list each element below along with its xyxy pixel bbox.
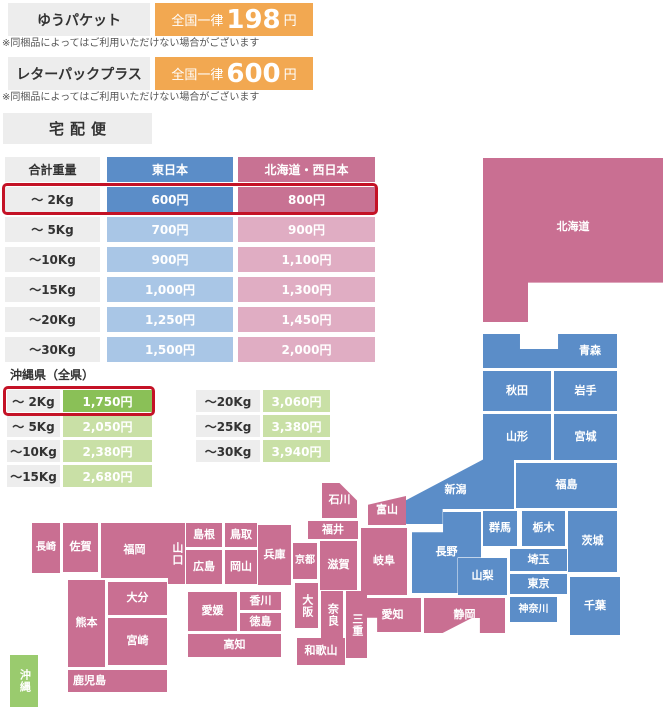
pref-gifu: 岐阜 — [361, 528, 407, 595]
okinawa-row-price: 2,380円 — [63, 440, 152, 462]
pref-akita: 秋田 — [483, 371, 551, 411]
pref-hyogo: 兵庫 — [258, 525, 291, 585]
pref-yamanashi: 山梨 — [458, 558, 507, 595]
pref-fukushima: 福島 — [516, 463, 617, 508]
pref-chiba: 千葉 — [570, 577, 620, 635]
letterpack-note: ※同梱品によってはご利用いただけない場合がございます — [2, 92, 260, 103]
pref-hiroshima: 広島 — [186, 550, 222, 584]
pref-mie: 三重 — [346, 591, 367, 658]
okinawa-row-weight: ～30Kg — [196, 440, 260, 462]
pref-saitama: 埼玉 — [510, 549, 567, 571]
courier-row-east: 1,000円 — [107, 277, 233, 302]
pref-kagoshima: 鹿児島 — [68, 670, 167, 692]
letterpack-rate-prefix: 全国一律 — [171, 68, 224, 83]
yupacket-rate-unit: 円 — [283, 14, 297, 29]
courier-row-west: 2,000円 — [238, 337, 375, 362]
courier-title: 宅配便 — [3, 113, 152, 144]
pref-toyama: 富山 — [368, 496, 406, 525]
pref-yamaguchi: 山口 — [168, 523, 185, 584]
pref-tokushima: 徳島 — [240, 613, 281, 631]
pref-fukuoka: 福岡 — [101, 523, 168, 578]
pref-aichi: 愛知 — [364, 598, 421, 632]
courier-row-east: 900円 — [107, 247, 233, 272]
pref-hokkaido: 北海道 — [483, 158, 663, 322]
okinawa-row-weight: ～ 2Kg — [7, 390, 60, 412]
courier-header-weight: 合計重量 — [5, 157, 100, 182]
pref-gunma: 群馬 — [483, 511, 517, 546]
courier-row-west: 1,450円 — [238, 307, 375, 332]
pref-okinawa: 沖縄 — [10, 655, 38, 707]
pref-fukui: 福井 — [308, 521, 358, 539]
okinawa-row-weight: ～25Kg — [196, 415, 260, 437]
yupacket-rate-badge: 全国一律 198 円 — [155, 3, 313, 36]
yupacket-rate-prefix: 全国一律 — [171, 14, 224, 29]
pref-kagawa: 香川 — [240, 592, 281, 610]
courier-row-east: 700円 — [107, 217, 233, 242]
pref-wakayama: 和歌山 — [297, 638, 345, 665]
pref-miyagi: 宮城 — [554, 414, 617, 460]
pref-oita: 大分 — [108, 582, 167, 615]
okinawa-row-price: 3,380円 — [263, 415, 330, 437]
pref-iwate: 岩手 — [554, 371, 617, 411]
pref-okayama: 岡山 — [225, 550, 257, 584]
okinawa-row-price: 2,050円 — [63, 415, 152, 437]
courier-row-east: 600円 — [107, 187, 233, 212]
pref-tottori: 鳥取 — [225, 523, 257, 547]
courier-row-west: 1,300円 — [238, 277, 375, 302]
courier-header-east: 東日本 — [107, 157, 233, 182]
okinawa-row-weight: ～ 5Kg — [7, 415, 60, 437]
pref-saga: 佐賀 — [63, 523, 98, 572]
courier-row-weight: ～10Kg — [5, 247, 100, 272]
pref-shiga: 滋賀 — [320, 541, 357, 590]
letterpack-rate-badge: 全国一律 600 円 — [155, 57, 313, 90]
pref-yamagata: 山形 — [483, 414, 551, 460]
courier-row-weight: ～15Kg — [5, 277, 100, 302]
courier-row-weight: ～30Kg — [5, 337, 100, 362]
pref-osaka: 大阪 — [295, 583, 318, 628]
pref-ibaraki: 茨城 — [568, 511, 617, 572]
okinawa-title: 沖縄県（全県） — [10, 368, 95, 382]
pref-kumamoto: 熊本 — [68, 580, 105, 667]
courier-row-east: 1,250円 — [107, 307, 233, 332]
pref-kochi: 高知 — [188, 634, 281, 657]
courier-header-west: 北海道・西日本 — [238, 157, 375, 182]
pref-miyazaki: 宮崎 — [108, 618, 167, 665]
letterpack-rate-value: 600 — [226, 58, 281, 89]
pref-shimane: 島根 — [186, 523, 222, 547]
pref-ishikawa: 石川 — [322, 483, 357, 518]
courier-row-weight: ～20Kg — [5, 307, 100, 332]
okinawa-row-price: 3,060円 — [263, 390, 330, 412]
pref-tochigi: 栃木 — [522, 511, 565, 546]
yupacket-label: ゆうパケット — [8, 3, 150, 36]
pref-tokyo: 東京 — [510, 574, 567, 594]
letterpack-rate-unit: 円 — [283, 68, 297, 83]
okinawa-row-price: 2,680円 — [63, 465, 152, 487]
pref-ehime: 愛媛 — [188, 592, 237, 631]
pref-aomori: 青森 — [483, 334, 617, 368]
courier-row-west: 800円 — [238, 187, 375, 212]
okinawa-row-weight: ～15Kg — [7, 465, 60, 487]
pref-kyoto: 京都 — [293, 543, 317, 579]
letterpack-label: レターパックプラス — [8, 57, 150, 90]
pref-shizuoka: 静岡 — [424, 598, 505, 633]
yupacket-rate-value: 198 — [226, 4, 281, 35]
courier-row-weight: ～ 5Kg — [5, 217, 100, 242]
pref-nara: 奈良 — [321, 591, 343, 638]
okinawa-row-weight: ～20Kg — [196, 390, 260, 412]
okinawa-row-price: 3,940円 — [263, 440, 330, 462]
pref-nagasaki: 長崎 — [32, 523, 60, 573]
courier-row-west: 1,100円 — [238, 247, 375, 272]
courier-row-east: 1,500円 — [107, 337, 233, 362]
yupacket-note: ※同梱品によってはご利用いただけない場合がございます — [2, 38, 260, 49]
courier-row-weight: ～ 2Kg — [5, 187, 100, 212]
pref-kanagawa: 神奈川 — [510, 597, 557, 622]
courier-row-west: 900円 — [238, 217, 375, 242]
okinawa-row-weight: ～10Kg — [7, 440, 60, 462]
okinawa-row-price: 1,750円 — [63, 390, 152, 412]
